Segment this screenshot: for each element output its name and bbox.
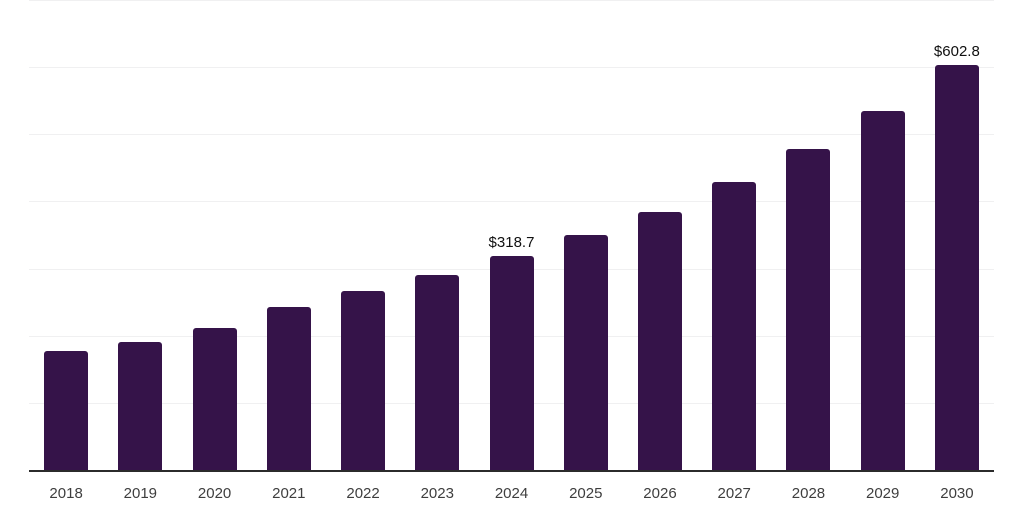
- bar-2024: [489, 256, 534, 470]
- bar-2022: [341, 291, 386, 470]
- x-tick-2020: 2020: [197, 485, 232, 502]
- bar-2029: [860, 110, 905, 470]
- plot-area: $318.7 $602.8: [29, 0, 994, 472]
- bar-2025: [563, 235, 608, 470]
- x-axis-labels: 2018 2019 2020 2021 2022 2023 2024 2025 2026 2027…: [29, 472, 994, 501]
- value-label-2030: $602.8: [933, 43, 980, 61]
- bar-2021: [266, 306, 311, 470]
- x-tick-2024: 2024: [494, 485, 529, 502]
- bar-2026: [637, 211, 682, 470]
- bar-2027: [712, 181, 757, 470]
- x-tick-2023: 2023: [420, 485, 454, 502]
- gridline-500: [29, 134, 994, 135]
- bar-2028: [786, 149, 831, 470]
- x-tick-2027: 2027: [717, 485, 751, 502]
- x-tick-2021: 2021: [272, 485, 306, 502]
- bar-2019: [118, 342, 163, 470]
- x-tick-2025: 2025: [569, 485, 603, 502]
- x-tick-2022: 2022: [346, 485, 380, 502]
- x-tick-2028: 2028: [791, 485, 826, 502]
- bar-2018: [44, 351, 89, 470]
- bar-2030: [934, 65, 979, 470]
- x-tick-2026: 2026: [643, 485, 677, 502]
- x-tick-2029: 2029: [866, 485, 900, 502]
- x-tick-2019: 2019: [123, 485, 158, 502]
- x-tick-2030: 2030: [940, 485, 974, 502]
- gridline-600: [29, 67, 994, 68]
- gridline-700: [29, 0, 994, 1]
- value-label-2024: $318.7: [488, 234, 535, 252]
- bar-2023: [415, 274, 460, 470]
- gridline-400: [29, 201, 994, 202]
- bar-2020: [192, 327, 237, 470]
- x-tick-2018: 2018: [49, 485, 83, 502]
